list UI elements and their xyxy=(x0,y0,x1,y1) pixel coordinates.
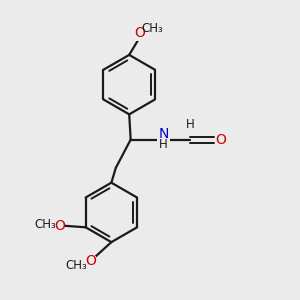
Text: N: N xyxy=(158,127,169,141)
Text: H: H xyxy=(186,118,194,130)
Text: O: O xyxy=(54,219,65,233)
FancyBboxPatch shape xyxy=(85,256,96,265)
Text: CH₃: CH₃ xyxy=(142,22,163,35)
FancyBboxPatch shape xyxy=(134,32,146,40)
Text: CH₃: CH₃ xyxy=(65,260,87,272)
FancyBboxPatch shape xyxy=(157,131,170,148)
FancyBboxPatch shape xyxy=(54,221,65,230)
Text: CH₃: CH₃ xyxy=(34,218,56,231)
Text: H: H xyxy=(159,138,168,152)
FancyBboxPatch shape xyxy=(215,135,226,144)
Text: O: O xyxy=(134,26,145,40)
Text: O: O xyxy=(215,133,226,147)
Text: O: O xyxy=(85,254,96,268)
